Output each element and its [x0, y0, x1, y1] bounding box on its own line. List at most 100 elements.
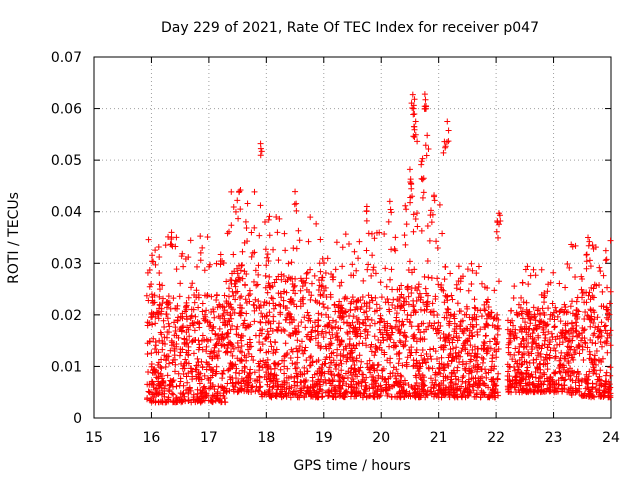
data-point: [395, 327, 402, 334]
data-point: [589, 380, 596, 387]
data-point: [295, 227, 302, 234]
data-point: [607, 342, 614, 349]
data-point: [584, 344, 591, 351]
data-point: [234, 389, 241, 396]
data-point: [154, 361, 161, 368]
data-point: [170, 391, 177, 398]
data-point: [307, 336, 314, 343]
data-point: [579, 324, 586, 331]
data-point: [599, 288, 606, 295]
data-point: [264, 364, 271, 371]
data-point: [166, 360, 173, 367]
data-point: [579, 346, 586, 353]
data-point: [547, 279, 554, 286]
data-point: [559, 374, 566, 381]
data-point: [396, 355, 403, 362]
data-point: [276, 301, 283, 308]
data-point: [211, 344, 218, 351]
data-point: [257, 318, 264, 325]
data-point: [531, 388, 538, 395]
data-point: [412, 389, 419, 396]
data-point: [342, 231, 349, 238]
data-point: [262, 284, 269, 291]
data-point: [595, 333, 602, 340]
data-point: [220, 304, 227, 311]
data-point: [422, 96, 429, 103]
data-point: [385, 375, 392, 382]
data-point: [414, 138, 421, 145]
data-point: [463, 325, 470, 332]
x-tick-label: 16: [143, 430, 161, 446]
data-point: [606, 300, 613, 307]
data-point: [423, 306, 430, 313]
data-point: [216, 325, 223, 332]
data-point: [273, 393, 280, 400]
data-point: [367, 344, 374, 351]
data-point: [287, 389, 294, 396]
data-point: [296, 237, 303, 244]
data-point: [234, 265, 241, 272]
data-point: [192, 313, 199, 320]
data-point: [524, 386, 531, 393]
data-point: [306, 315, 313, 322]
data-point: [549, 334, 556, 341]
data-point: [473, 393, 480, 400]
data-point: [250, 357, 257, 364]
data-point: [251, 318, 258, 325]
data-point: [396, 330, 403, 337]
data-point: [324, 305, 331, 312]
data-point: [592, 340, 599, 347]
data-point: [603, 369, 610, 376]
data-point: [605, 393, 612, 400]
data-point: [197, 233, 204, 240]
data-point: [332, 362, 339, 369]
data-point: [156, 389, 163, 396]
data-point: [278, 276, 285, 283]
data-point: [415, 368, 422, 375]
data-point: [208, 293, 215, 300]
data-point: [522, 266, 529, 273]
data-point: [227, 376, 234, 383]
data-point: [491, 315, 498, 322]
y-tick-label: 0.07: [51, 50, 82, 66]
data-point: [287, 311, 294, 318]
data-point: [424, 132, 431, 139]
data-point: [542, 335, 549, 342]
data-point: [504, 361, 511, 368]
data-point: [587, 263, 594, 270]
data-point: [161, 352, 168, 359]
data-point: [322, 330, 329, 337]
data-point: [525, 352, 532, 359]
data-point: [406, 166, 413, 173]
data-point: [164, 315, 171, 322]
data-point: [432, 348, 439, 355]
data-point: [588, 313, 595, 320]
data-point: [339, 393, 346, 400]
data-point: [346, 312, 353, 319]
data-point: [297, 303, 304, 310]
data-point: [574, 344, 581, 351]
data-point: [368, 294, 375, 301]
data-point: [549, 312, 556, 319]
data-point: [607, 288, 614, 295]
data-point: [529, 380, 536, 387]
data-point: [537, 366, 544, 373]
data-point: [598, 319, 605, 326]
data-point: [203, 366, 210, 373]
data-point: [152, 338, 159, 345]
data-point: [427, 207, 434, 214]
data-point: [408, 383, 415, 390]
data-point: [238, 386, 245, 393]
data-point: [329, 331, 336, 338]
data-point: [533, 364, 540, 371]
data-point: [466, 368, 473, 375]
data-point: [303, 275, 310, 282]
data-point: [238, 309, 245, 316]
data-point: [201, 292, 208, 299]
data-point: [505, 389, 512, 396]
data-point: [523, 326, 530, 333]
data-point: [308, 329, 315, 336]
data-point: [320, 291, 327, 298]
data-point: [466, 350, 473, 357]
data-point: [524, 263, 531, 270]
